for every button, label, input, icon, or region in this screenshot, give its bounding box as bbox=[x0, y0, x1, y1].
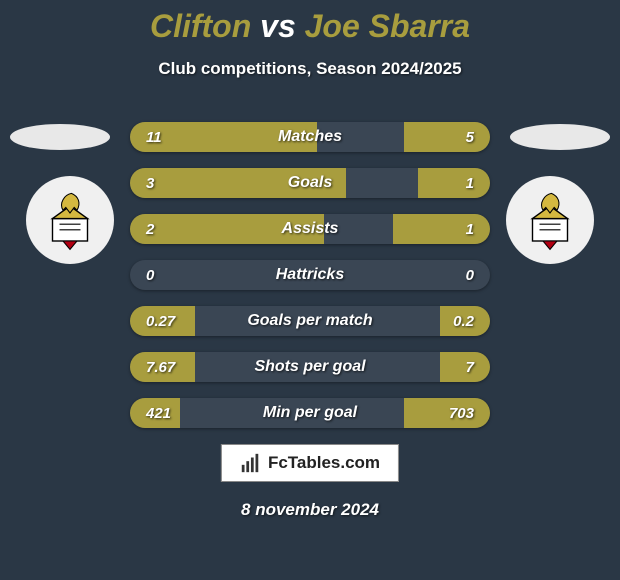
player2-placeholder-oval bbox=[510, 124, 610, 150]
player1-placeholder-oval bbox=[10, 124, 110, 150]
vs-text: vs bbox=[260, 8, 296, 44]
player2-name: Joe Sbarra bbox=[305, 8, 470, 44]
club-crest-icon bbox=[515, 185, 585, 255]
stat-label: Matches bbox=[130, 122, 490, 152]
stat-label: Hattricks bbox=[130, 260, 490, 290]
stat-row: 115Matches bbox=[130, 122, 490, 152]
stats-container: 115Matches 31Goals 21Assists 00Hattricks 0.2… bbox=[130, 122, 490, 444]
stat-row: 7.677Shots per goal bbox=[130, 352, 490, 382]
comparison-title: Clifton vs Joe Sbarra bbox=[0, 0, 620, 45]
branding-text: FcTables.com bbox=[268, 453, 380, 473]
stat-label: Goals per match bbox=[130, 306, 490, 336]
stat-label: Goals bbox=[130, 168, 490, 198]
stat-row: 21Assists bbox=[130, 214, 490, 244]
stat-row: 00Hattricks bbox=[130, 260, 490, 290]
stat-label: Min per goal bbox=[130, 398, 490, 428]
stat-label: Assists bbox=[130, 214, 490, 244]
stat-label: Shots per goal bbox=[130, 352, 490, 382]
stat-row: 31Goals bbox=[130, 168, 490, 198]
chart-icon bbox=[240, 452, 262, 474]
club-crest-icon bbox=[35, 185, 105, 255]
stat-row: 0.270.2Goals per match bbox=[130, 306, 490, 336]
subtitle: Club competitions, Season 2024/2025 bbox=[0, 59, 620, 79]
stat-row: 421703Min per goal bbox=[130, 398, 490, 428]
player1-name: Clifton bbox=[150, 8, 251, 44]
player1-club-badge bbox=[26, 176, 114, 264]
player2-club-badge bbox=[506, 176, 594, 264]
branding-badge: FcTables.com bbox=[221, 444, 399, 482]
date-text: 8 november 2024 bbox=[0, 500, 620, 520]
